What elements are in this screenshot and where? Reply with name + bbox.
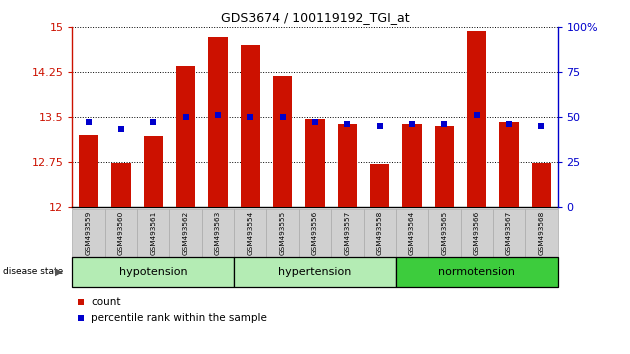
Bar (105, 209, 137, 257)
Text: GSM493561: GSM493561 (151, 211, 156, 255)
Bar (72, 209, 105, 257)
Bar (79, 135, 98, 207)
Bar (435, 126, 454, 207)
Bar (331, 209, 364, 257)
Text: GSM493557: GSM493557 (345, 211, 350, 255)
Bar (72, 257, 234, 287)
Bar (396, 257, 558, 287)
Bar (338, 124, 357, 207)
Bar (176, 66, 195, 207)
Bar (364, 209, 396, 257)
Bar (306, 119, 324, 207)
Text: GSM493560: GSM493560 (118, 211, 124, 255)
Bar (525, 209, 558, 257)
Text: hypotension: hypotension (119, 267, 188, 277)
Text: GSM493566: GSM493566 (474, 211, 479, 255)
Text: GSM493554: GSM493554 (248, 211, 253, 255)
Bar (428, 209, 461, 257)
Bar (273, 76, 292, 207)
Text: GSM493563: GSM493563 (215, 211, 221, 255)
Bar (266, 209, 299, 257)
Bar (209, 38, 227, 207)
Bar (169, 209, 202, 257)
Text: GSM493565: GSM493565 (442, 211, 447, 255)
Bar (299, 209, 331, 257)
Text: GSM493568: GSM493568 (539, 211, 544, 255)
Text: GSM493559: GSM493559 (86, 211, 91, 255)
Bar (493, 209, 525, 257)
Text: GSM493562: GSM493562 (183, 211, 188, 255)
Bar (112, 163, 130, 207)
Bar (370, 164, 389, 207)
Bar (467, 31, 486, 207)
Title: GDS3674 / 100119192_TGI_at: GDS3674 / 100119192_TGI_at (220, 11, 410, 24)
Bar (396, 209, 428, 257)
Text: ▶: ▶ (55, 267, 62, 277)
Text: GSM493564: GSM493564 (409, 211, 415, 255)
Bar (461, 209, 493, 257)
Text: percentile rank within the sample: percentile rank within the sample (91, 313, 266, 322)
Text: hypertension: hypertension (278, 267, 352, 277)
Bar (234, 257, 396, 287)
Text: GSM493567: GSM493567 (506, 211, 512, 255)
Bar (234, 209, 266, 257)
Bar (202, 209, 234, 257)
Text: GSM493556: GSM493556 (312, 211, 318, 255)
Bar (137, 209, 169, 257)
Text: GSM493558: GSM493558 (377, 211, 382, 255)
Bar (403, 124, 421, 207)
Bar (144, 136, 163, 207)
Bar (532, 163, 551, 207)
Text: disease state: disease state (3, 267, 64, 276)
Bar (500, 122, 518, 207)
Text: normotension: normotension (438, 267, 515, 277)
Bar (241, 45, 260, 207)
Text: count: count (91, 297, 120, 307)
Text: GSM493555: GSM493555 (280, 211, 285, 255)
